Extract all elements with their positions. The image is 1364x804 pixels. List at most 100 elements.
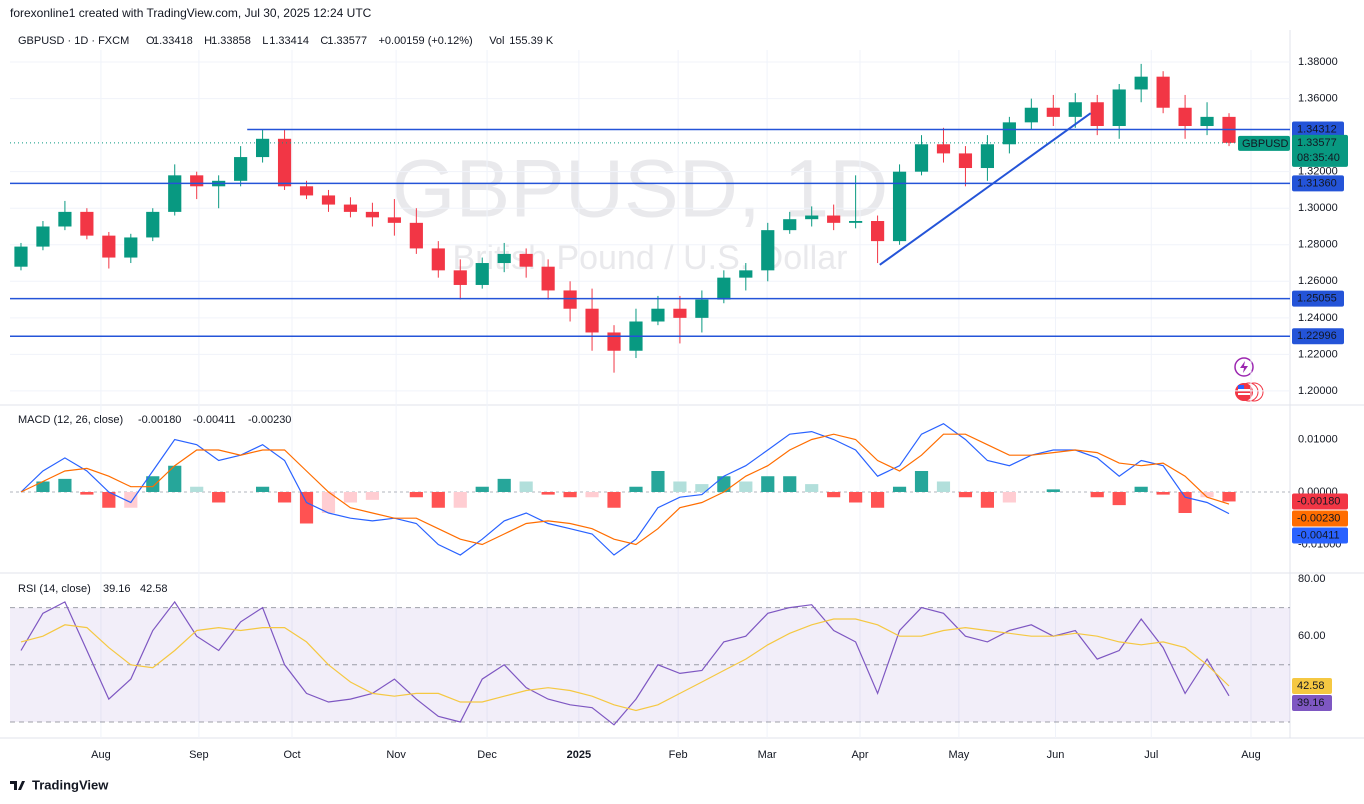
histogram-bar [475, 486, 489, 492]
histogram-bar [299, 491, 314, 524]
price-label: 1.33577 [1297, 137, 1337, 149]
legend-value: -0.00230 [248, 414, 291, 426]
level-label-box [1292, 121, 1344, 138]
histogram-bar [958, 491, 973, 498]
histogram-bar [1112, 491, 1126, 506]
x-tick-label: May [948, 749, 969, 761]
histogram-bar [563, 491, 577, 498]
histogram-bar [102, 491, 116, 508]
candle-body [717, 277, 731, 300]
histogram-bar [585, 491, 599, 498]
symbol-tag-box [1238, 135, 1290, 151]
candle-body [1046, 107, 1060, 117]
candle-body [1200, 116, 1214, 127]
candle-body [892, 171, 907, 242]
histogram-bar [1222, 491, 1236, 502]
legend-value: -0.00411 [193, 414, 236, 426]
watermark: GBPUSD, 1D [392, 144, 889, 235]
candle-body [321, 195, 336, 205]
histogram-bar [277, 491, 292, 503]
candle-body [36, 226, 50, 247]
candle-body [146, 211, 160, 238]
candle-body [1156, 76, 1170, 108]
price-label-box [1292, 134, 1348, 167]
histogram-bar [1134, 486, 1148, 492]
pane-title: RSI (14, close) [18, 583, 91, 595]
histogram-bar [519, 481, 533, 492]
histogram-bar [80, 491, 94, 495]
symbol: GBPUSD · 1D · FXCM [18, 35, 129, 47]
histogram-bar [36, 481, 50, 492]
x-tick-label: Mar [758, 749, 777, 761]
y-tick-label: 1.26000 [1298, 275, 1338, 287]
candle-body [936, 144, 951, 154]
candle-body [914, 144, 929, 172]
candle-body [168, 175, 182, 212]
y-tick-label: 1.28000 [1298, 239, 1338, 251]
histogram-bar [409, 491, 423, 498]
vol-value: 155.39 K [509, 35, 554, 47]
x-tick-label: Oct [283, 749, 300, 761]
candle-body [453, 270, 467, 285]
candle-body [102, 235, 116, 258]
histogram-bar [980, 491, 994, 508]
candle-body [431, 248, 445, 271]
watermark-subtitle: British Pound / U.S. Dollar [453, 239, 848, 277]
histogram-bar [190, 486, 204, 492]
flag-icon [1235, 382, 1264, 402]
histogram-bar [1178, 491, 1192, 513]
histogram-bar [827, 491, 841, 498]
value-label-box [1292, 493, 1348, 510]
y-tick-label: 1.24000 [1298, 312, 1338, 324]
symbol-tag: GBPUSD [1242, 138, 1289, 150]
x-tick-label: Aug [91, 749, 111, 761]
histogram-bar [256, 486, 270, 492]
histogram-bar [936, 481, 951, 492]
value-label: -0.00230 [1297, 512, 1340, 524]
macd-line [20, 423, 1230, 556]
histogram-bar [607, 491, 621, 508]
y-tick-label: 1.32000 [1298, 166, 1338, 178]
candle-body [673, 308, 687, 318]
histogram-bar [892, 486, 907, 492]
ohlc-key: H [204, 35, 212, 47]
histogram-bar [1046, 489, 1060, 492]
level-label-box [1292, 328, 1344, 345]
legend-value: 39.16 [103, 583, 131, 595]
histogram-bar [1200, 491, 1214, 498]
level-label: 1.34312 [1297, 123, 1337, 135]
candle-body [1002, 122, 1016, 145]
candle-body [234, 157, 248, 181]
y-tick-label: 80.00 [1298, 573, 1326, 585]
ohlc-value: 1.33418 [153, 35, 193, 47]
candle-body [783, 219, 797, 231]
ohlc-value: 1.33858 [211, 35, 251, 47]
candle-body [80, 211, 94, 236]
alert-icon [1234, 357, 1254, 377]
histogram-bar [365, 491, 379, 500]
candle-body [563, 290, 577, 309]
candle-body [343, 204, 358, 212]
candle-body [1112, 89, 1126, 127]
candle-body [190, 175, 204, 187]
histogram-bar [124, 491, 138, 508]
legend-value: -0.00180 [138, 414, 181, 426]
x-tick-label: Apr [851, 749, 868, 761]
candle-body [761, 230, 775, 271]
level-label: 1.25055 [1297, 292, 1337, 304]
pane-title: MACD (12, 26, close) [18, 414, 123, 426]
x-tick-label: Dec [477, 749, 497, 761]
brand-logo [10, 781, 25, 790]
histogram-bar [1002, 491, 1016, 503]
histogram-bar [761, 476, 775, 492]
candle-body [365, 211, 379, 218]
histogram-bar [739, 481, 753, 492]
value-label-box [1292, 510, 1348, 527]
level-label-box [1292, 290, 1344, 307]
level-label: 1.22996 [1297, 330, 1337, 342]
candle-body [475, 263, 489, 285]
x-tick-label: Jun [1047, 749, 1065, 761]
ma-line [20, 618, 1230, 712]
candle-body [607, 332, 621, 351]
